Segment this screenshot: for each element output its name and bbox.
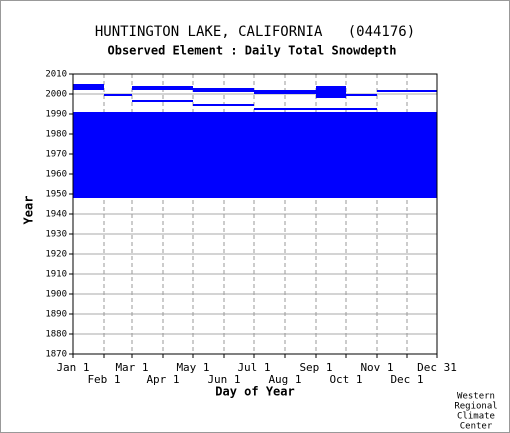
- x-tick-label: Jul 1: [237, 361, 270, 374]
- x-tick-label: Oct 1: [329, 373, 362, 386]
- observed-block: [346, 94, 377, 96]
- y-tick-label: 1920: [45, 250, 67, 260]
- x-tick-label: Nov 1: [360, 361, 393, 374]
- y-tick-label: 2000: [45, 90, 67, 100]
- y-tick-label: 1930: [45, 230, 67, 240]
- y-tick-label: 1970: [45, 150, 67, 160]
- observed-block: [254, 90, 316, 94]
- credit-line: Regional: [454, 402, 497, 412]
- observed-block: [193, 104, 254, 106]
- y-tick-label: 1880: [45, 330, 67, 340]
- y-tick-label: 2010: [45, 70, 67, 80]
- y-tick-label: 1990: [45, 110, 67, 120]
- x-tick-label: Dec 31: [417, 361, 457, 374]
- credit-line: Center: [460, 422, 493, 432]
- y-tick-label: 1960: [45, 170, 67, 180]
- x-tick-label: Sep 1: [299, 361, 332, 374]
- x-tick-label: May 1: [176, 361, 209, 374]
- y-tick-label: 1980: [45, 130, 67, 140]
- chart-title: HUNTINGTON LAKE, CALIFORNIA (044176): [95, 24, 415, 40]
- y-axis-label: Year: [22, 196, 36, 225]
- y-tick-label: 1890: [45, 310, 67, 320]
- chart-subtitle: Observed Element : Daily Total Snowdepth: [108, 44, 397, 58]
- x-tick-label: Apr 1: [146, 373, 179, 386]
- observed-block: [132, 86, 193, 90]
- credit-line: Western: [457, 392, 495, 402]
- x-tick-label: Dec 1: [390, 373, 423, 386]
- observed-block: [193, 88, 254, 92]
- observed-block: [104, 94, 132, 96]
- y-tick-label: 1910: [45, 270, 67, 280]
- x-tick-label: Mar 1: [115, 361, 148, 374]
- y-tick-label: 1870: [45, 350, 67, 360]
- observed-block: [254, 108, 377, 110]
- x-tick-label: Jan 1: [56, 361, 89, 374]
- x-tick-label: Aug 1: [268, 373, 301, 386]
- y-tick-label: 1940: [45, 210, 67, 220]
- observed-block: [316, 86, 346, 98]
- x-tick-label: Jun 1: [207, 373, 240, 386]
- observed-block: [377, 90, 437, 92]
- x-axis-label: Day of Year: [215, 385, 294, 399]
- observed-block: [132, 100, 193, 102]
- observed-block: [73, 112, 437, 198]
- plot-border: [72, 73, 438, 355]
- y-tick-label: 1900: [45, 290, 67, 300]
- y-tick-label: 1950: [45, 190, 67, 200]
- x-tick-label: Feb 1: [87, 373, 120, 386]
- observed-block: [73, 84, 104, 90]
- credit-line: Climate: [457, 412, 495, 422]
